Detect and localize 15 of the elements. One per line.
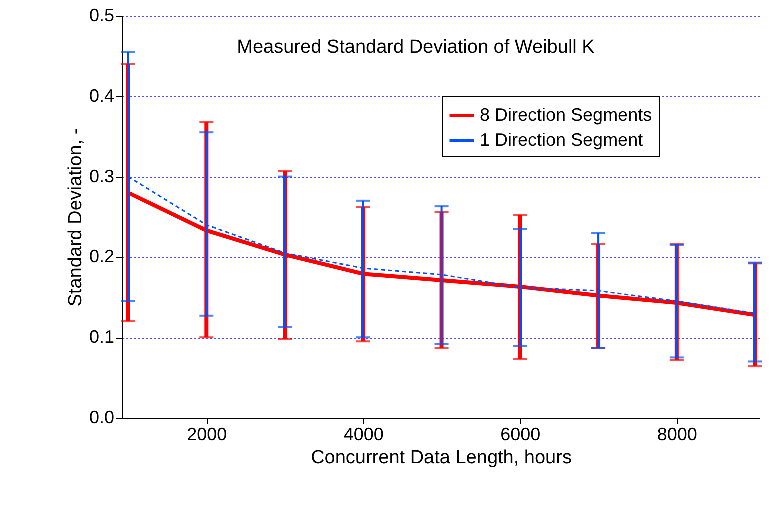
y-tick-label: 0.0 [89, 408, 114, 428]
y-tick-label: 0.1 [89, 327, 114, 348]
text: Measured Standard Deviation of Weibull K [237, 37, 596, 58]
x-tick-label: 6000 [500, 424, 541, 444]
x-axis-title: Concurrent Data Length, hours [311, 448, 572, 468]
y-axis-title: Standard Deviation, - [65, 128, 86, 307]
y-tick-label: 0.3 [89, 166, 114, 186]
y-tick-label: 0.4 [89, 86, 114, 106]
x-tick-label: 8000 [657, 424, 698, 444]
x-tick-label: 4000 [344, 424, 384, 444]
legend-label: 8 Direction Segments [480, 105, 652, 125]
y-tick-label: 0.5 [89, 6, 114, 26]
legend-label: 1 Direction Segment [480, 130, 644, 150]
y-tick-label: 0.2 [89, 246, 114, 267]
x-tick-label: 2000 [187, 424, 228, 444]
